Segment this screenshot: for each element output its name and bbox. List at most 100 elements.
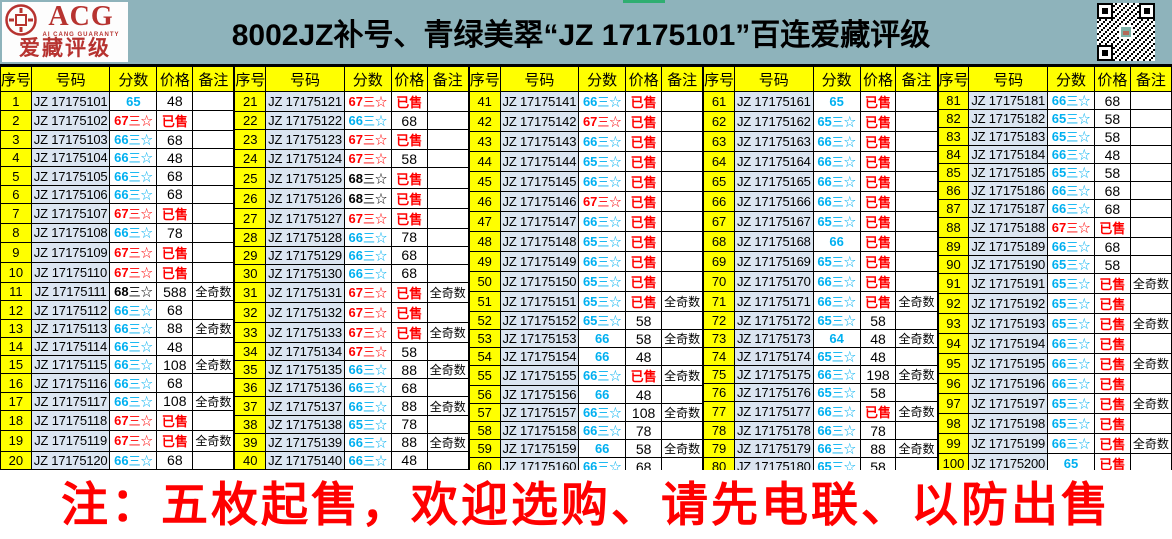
score-cell: 66三☆ — [109, 148, 158, 168]
score-cell: 65三☆ — [578, 271, 627, 292]
note-cell: 全奇数 — [895, 401, 938, 422]
number-cell: JZ 17175168 — [733, 231, 814, 252]
note-cell — [1129, 237, 1172, 256]
table-row: 78 JZ 17175178 66三☆ 78 — [703, 421, 938, 440]
price-cell: 68 — [390, 245, 428, 265]
serial-cell: 45 — [468, 171, 501, 192]
price-cell: 已售 — [859, 231, 897, 252]
number-cell: JZ 17175125 — [265, 167, 345, 189]
table-row: 79 JZ 17175179 66三☆ 88 全奇数 — [703, 439, 938, 458]
table-row: 12 JZ 17175112 66三☆ 68 — [0, 300, 235, 320]
number-cell: JZ 17175107 — [30, 202, 111, 225]
score-cell: 66三☆ — [1047, 373, 1095, 394]
serial-cell: 95 — [937, 353, 970, 374]
number-cell: JZ 17175178 — [733, 421, 814, 440]
note-cell — [895, 111, 938, 132]
table-row: 34 JZ 17175134 67三☆ 58 — [234, 342, 469, 362]
score-cell: 66三☆ — [578, 91, 627, 112]
note-cell: 全奇数 — [661, 403, 704, 422]
number-cell: JZ 17175172 — [733, 311, 814, 330]
serial-cell: 50 — [468, 271, 501, 292]
number-cell: JZ 17175114 — [30, 336, 111, 357]
column-header: 备注 — [192, 65, 235, 93]
score-cell: 67三☆ — [578, 111, 627, 132]
price-cell: 58 — [625, 329, 663, 348]
price-cell: 68 — [390, 111, 428, 131]
serial-cell: 79 — [703, 439, 735, 458]
table-row: 68 JZ 17175168 66 已售 — [703, 231, 938, 252]
price-cell: 108 — [156, 391, 194, 412]
note-cell — [661, 385, 704, 404]
score-cell: 65三☆ — [343, 414, 392, 434]
column-header: 序号 — [703, 66, 735, 92]
serial-cell: 14 — [0, 336, 32, 357]
note-cell: 全奇数 — [192, 355, 235, 375]
table-row: 43 JZ 17175143 66三☆ 已售 — [468, 131, 704, 152]
number-cell: JZ 17175130 — [265, 263, 345, 283]
serial-cell: 42 — [468, 111, 501, 132]
table-row: 86 JZ 17175186 66三☆ 68 — [937, 181, 1172, 200]
note-cell: 全奇数 — [192, 282, 235, 302]
serial-cell: 2 — [0, 109, 32, 131]
serial-cell: 39 — [234, 432, 267, 452]
score-cell: 65三☆ — [1047, 273, 1095, 294]
table-row: 13 JZ 17175113 66三☆ 88 全奇数 — [0, 318, 235, 338]
note-cell — [426, 167, 469, 189]
serial-cell: 90 — [937, 255, 970, 274]
serial-cell: 33 — [234, 322, 267, 344]
note-cell: 全奇数 — [426, 360, 469, 380]
score-cell: 66三☆ — [578, 403, 627, 422]
number-cell: JZ 17175158 — [499, 421, 580, 440]
table-row: 65 JZ 17175165 66三☆ 已售 — [703, 171, 938, 192]
price-cell: 已售 — [1093, 333, 1131, 354]
note-cell — [661, 347, 704, 366]
price-cell: 已售 — [625, 251, 663, 272]
score-cell: 65三☆ — [812, 111, 861, 132]
number-cell: JZ 17175177 — [733, 401, 814, 422]
score-cell: 66三☆ — [109, 223, 158, 243]
table-row: 92 JZ 17175192 65三☆ 已售 — [937, 293, 1172, 314]
note-cell: 全奇数 — [1129, 353, 1172, 374]
price-cell: 198 — [859, 365, 897, 384]
price-cell: 已售 — [625, 131, 663, 152]
price-cell: 48 — [156, 336, 194, 357]
score-cell: 66三☆ — [1047, 433, 1095, 454]
score-cell: 67三☆ — [343, 342, 392, 362]
number-cell: JZ 17175155 — [499, 365, 580, 386]
serial-cell: 76 — [703, 383, 735, 402]
table-row: 26 JZ 17175126 68三☆ 已售 — [234, 187, 469, 209]
table-row: 90 JZ 17175190 65三☆ 58 — [937, 255, 1172, 274]
table-row: 16 JZ 17175116 66三☆ 68 — [0, 373, 235, 393]
score-cell: 66 — [578, 439, 627, 458]
note-cell — [1129, 333, 1172, 354]
serial-cell: 26 — [234, 187, 267, 209]
note-cell — [1129, 109, 1172, 128]
coin-seal-icon — [5, 4, 37, 36]
note-cell: 全奇数 — [1129, 433, 1172, 454]
note-cell — [895, 131, 938, 152]
number-cell: JZ 17175166 — [733, 191, 814, 212]
score-cell: 65三☆ — [578, 231, 627, 252]
price-cell: 48 — [859, 347, 897, 366]
note-cell — [661, 91, 704, 112]
number-cell: JZ 17175112 — [30, 300, 111, 320]
table-row: 39 JZ 17175139 66三☆ 88 全奇数 — [234, 432, 469, 452]
serial-cell: 34 — [234, 342, 267, 362]
serial-cell: 58 — [468, 421, 501, 440]
number-cell: JZ 17175151 — [499, 291, 580, 312]
serial-cell: 74 — [703, 347, 735, 366]
price-cell: 已售 — [156, 410, 194, 432]
price-cell: 48 — [859, 329, 897, 348]
score-cell: 65三☆ — [1047, 393, 1095, 414]
note-cell — [426, 450, 469, 471]
number-cell: JZ 17175111 — [30, 282, 111, 302]
column-header: 序号 — [234, 65, 267, 93]
score-cell: 67三☆ — [109, 109, 158, 131]
qr-code-icon — [1097, 3, 1155, 61]
number-cell: JZ 17175188 — [968, 217, 1049, 238]
number-cell: JZ 17175184 — [968, 145, 1049, 164]
score-cell: 66三☆ — [578, 171, 627, 192]
serial-cell: 43 — [468, 131, 501, 152]
price-cell: 68 — [156, 300, 194, 320]
price-table-group-1: 序号 号码 分数 价格 备注 1 JZ 17175101 65 48 2 JZ 17175102 67… — [0, 65, 235, 471]
